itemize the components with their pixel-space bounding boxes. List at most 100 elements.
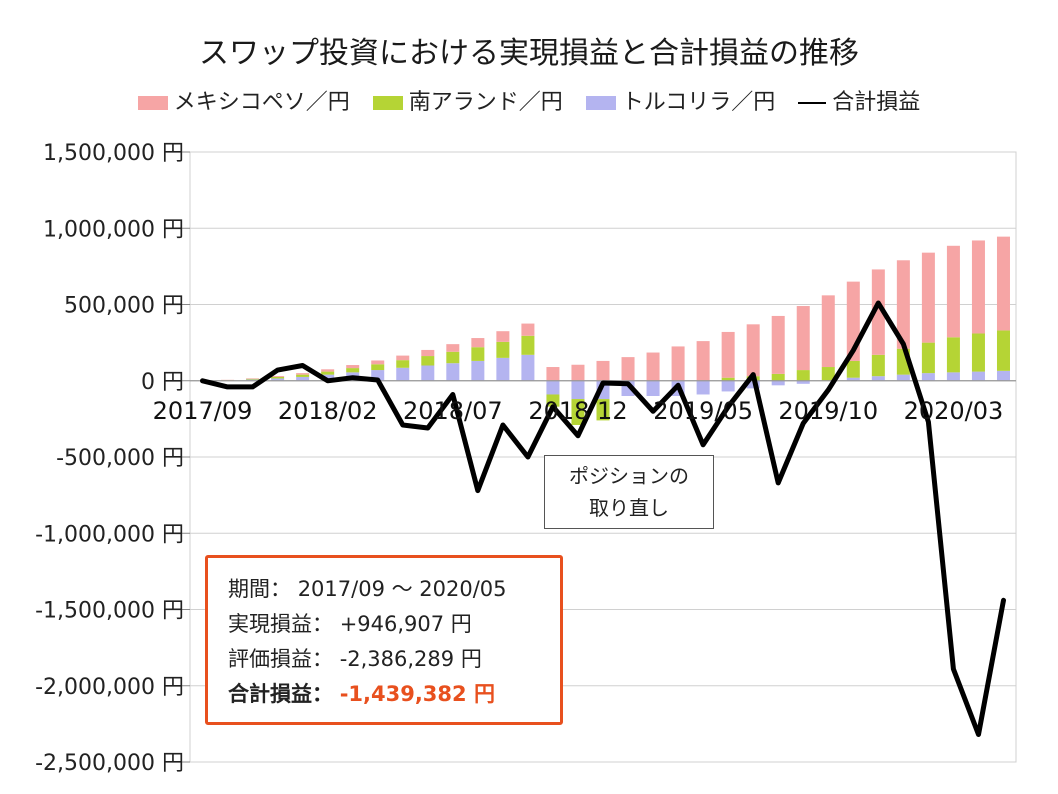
y-tick-label: 1,500,000 円 [43,141,184,166]
summary-period-row: 期間： 2017/09 ～ 2020/05 [228,572,540,607]
y-tick-label: -1,000,000 円 [35,522,184,547]
y-tick-label: 1,000,000 円 [43,217,184,242]
bar [821,367,835,381]
bar [996,370,1010,381]
bar [421,365,435,381]
bar [746,324,760,377]
y-tick-label: -500,000 円 [56,446,184,471]
bar [921,252,935,343]
summary-period-value: 2017/09 ～ 2020/05 [297,577,507,601]
bar [846,360,860,378]
bar [796,380,810,384]
bar [796,370,810,381]
y-tick-label: -2,000,000 円 [35,675,184,700]
x-tick-label: 2017/09 [153,397,253,425]
bar [571,399,585,425]
summary-unrealized-row: 評価損益： -2,386,289 円 [228,642,540,677]
bar [546,380,560,395]
bar [796,306,810,371]
bar [596,399,610,421]
bar [921,373,935,381]
bar [346,368,360,373]
bar [546,367,560,381]
bar [571,364,585,381]
summary-unrealized-label: 評価損益： [228,647,333,671]
legend-label-try: トルコリラ／円 [621,90,776,115]
bar [871,354,885,377]
x-tick-label: 2018/02 [278,397,378,425]
x-tick-label: 2018 12 [528,397,627,425]
annotation-callout: ポジションの 取り直し [544,455,714,529]
bar [471,338,485,348]
bar [271,376,285,379]
summary-total-row: 合計損益： -1,439,382 円 [228,677,540,712]
bar [421,349,435,357]
y-tick-label: 0 円 [141,370,184,395]
bar [396,355,410,361]
bar [471,347,485,361]
bar [521,323,535,336]
x-tick-label: 2018/07 [403,397,503,425]
bar [996,330,1010,371]
line-series [200,300,1006,737]
bar [271,378,285,381]
bar [596,360,610,381]
bar [671,346,685,381]
bar [771,380,785,386]
x-tick-label: 2020/03 [904,397,1004,425]
bar [896,260,910,349]
bar [496,331,510,342]
bar [696,380,710,395]
summary-box: 期間： 2017/09 ～ 2020/05 実現損益： +946,907 円 評… [205,555,563,725]
bar [471,360,485,381]
legend-swatch-mxn [137,96,168,110]
bar [971,333,985,372]
bar [296,374,310,377]
summary-realized-row: 実現損益： +946,907 円 [228,607,540,642]
bar [246,378,260,380]
bar [821,295,835,368]
bar [321,374,335,381]
bar [971,371,985,381]
bar [946,372,960,381]
y-tick-label: -2,500,000 円 [35,751,184,776]
bar [271,376,285,377]
legend-swatch-try [585,96,616,110]
bar [446,351,460,364]
bar [846,377,860,381]
bar [721,380,735,392]
callout-line-2: 取り直し [589,496,669,520]
y-axis: 1,500,000 円 1,000,000 円 500,000 円 0 円 -500,0… [35,141,190,776]
bar [321,369,335,372]
legend-label-mxn: メキシコペソ／円 [173,90,350,115]
bar [771,315,785,374]
chart-title: スワップ投資における実現損益と合計損益の推移 [199,36,859,71]
bar [446,344,460,352]
bar [446,363,460,381]
summary-period-label: 期間： [228,577,291,601]
legend-item-zar: 南アランド／円 [372,84,563,116]
bar [421,356,435,366]
legend-item-mxn: メキシコペソ／円 [137,84,350,116]
x-tick-label: 2019/05 [653,397,753,425]
bar [921,342,935,374]
bar [371,360,385,365]
bar [246,379,260,381]
chart-legend: メキシコペソ／円 南アランド／円 トルコリラ／円 合計損益 [0,84,1058,116]
summary-realized-label: 実現損益： [228,612,333,636]
bar [496,341,510,358]
bar [721,331,735,378]
bar [871,376,885,381]
legend-label-zar: 南アランド／円 [408,90,563,115]
bar [571,380,585,400]
bar [346,365,360,369]
bar [896,374,910,381]
x-axis: 2017/09 2018/02 2018/07 2018 12 2019/05 2019/… [153,397,1004,425]
bar [646,352,660,381]
summary-realized-value: +946,907 円 [339,612,472,636]
bar [296,376,310,381]
legend-swatch-zar [372,96,403,110]
bar [721,377,735,381]
bar [396,360,410,368]
total-line [200,300,1006,737]
